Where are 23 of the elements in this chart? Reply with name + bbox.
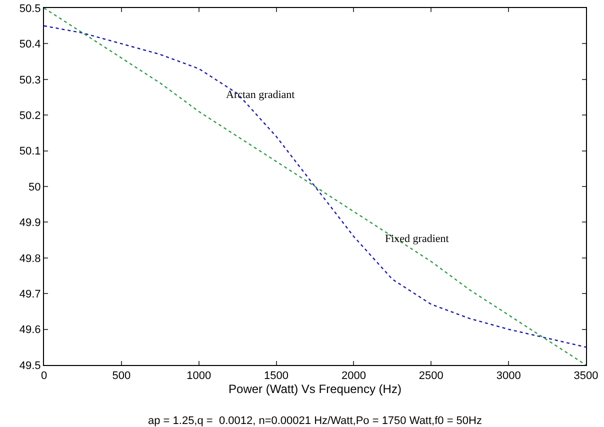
y-tick-label: 50 <box>28 181 41 194</box>
text: ap = 1.25,q = 0.0012, n=0.00021 Hz/Watt,Po = 1750 Watt,f0 = 50Hz <box>148 415 482 427</box>
x-tick-label: 1500 <box>264 370 289 382</box>
y-tick-label: 50.4 <box>19 38 41 51</box>
y-tick-label: 50.1 <box>19 146 41 158</box>
annotation: Arctan gradiant <box>226 89 295 101</box>
x-tick-label: 0 <box>40 370 48 382</box>
x-tick-label: 1000 <box>186 370 212 382</box>
x-tick-label: 3500 <box>574 370 598 382</box>
x-tick-label: 2500 <box>418 370 444 382</box>
annotation: Fixed gradient <box>385 233 449 245</box>
y-tick-label: 49.5 <box>19 360 41 372</box>
x-tick-label: 3000 <box>496 370 521 382</box>
x-axis-title: Power (Watt) Vs Frequency (Hz) <box>228 382 402 396</box>
y-tick-label: 49.8 <box>19 252 41 265</box>
y-tick-label: 49.6 <box>19 324 41 336</box>
x-tick-label: 2000 <box>341 370 366 382</box>
y-tick-label: 49.7 <box>19 288 41 300</box>
y-tick-label: 50.2 <box>19 110 41 122</box>
x-tick-label: 500 <box>112 370 131 382</box>
y-tick-label: 49.9 <box>19 217 41 230</box>
y-tick-label: 50.5 <box>19 2 41 15</box>
y-tick-label: 50.3 <box>19 74 41 86</box>
